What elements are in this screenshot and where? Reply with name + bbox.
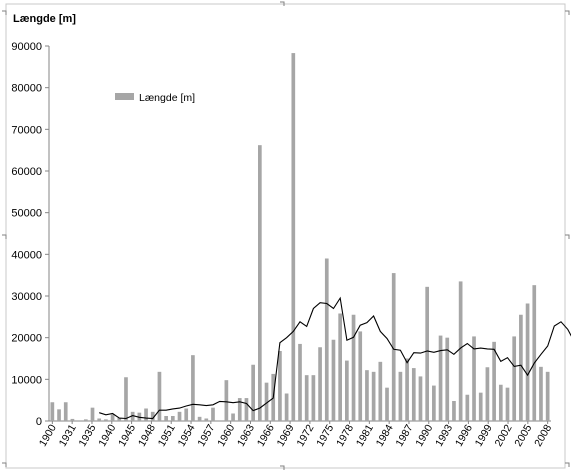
bar <box>358 331 363 421</box>
y-tick-label: 80000 <box>11 83 42 95</box>
bar <box>512 336 517 421</box>
bar <box>304 375 309 421</box>
bar <box>465 394 470 421</box>
y-axis: 0 10000 20000 30000 40000 50000 60000 70000 8000… <box>11 41 50 428</box>
bar <box>257 145 262 421</box>
bar <box>371 371 376 421</box>
bar <box>432 385 436 421</box>
bar <box>405 358 409 421</box>
bar <box>365 370 369 421</box>
y-tick-label: 70000 <box>11 124 42 136</box>
bar <box>378 361 383 421</box>
y-tick-label: 10000 <box>11 374 42 386</box>
bar <box>237 398 242 421</box>
bar <box>157 371 162 421</box>
bar <box>117 418 122 421</box>
bar <box>184 408 189 421</box>
bar <box>124 377 128 421</box>
bar <box>291 53 296 421</box>
bar <box>110 414 115 421</box>
bar <box>385 387 389 421</box>
bar <box>50 402 55 421</box>
y-tick-label: 40000 <box>11 249 42 261</box>
bar <box>211 407 215 421</box>
bar <box>164 416 168 421</box>
bar <box>505 387 510 421</box>
bar <box>331 339 336 421</box>
bar <box>472 336 476 421</box>
bar <box>452 401 456 421</box>
bar <box>197 416 202 421</box>
chart-border <box>5 3 566 469</box>
bar <box>298 343 302 421</box>
bar <box>97 418 102 421</box>
y-tick-label: 0 <box>36 416 42 428</box>
y-axis-title: Længde [m] <box>13 13 76 25</box>
bar <box>150 411 155 421</box>
bar <box>104 419 108 421</box>
bar <box>311 375 316 421</box>
bar <box>478 392 483 421</box>
bar <box>204 418 209 421</box>
bar <box>90 407 95 421</box>
bar <box>57 409 61 421</box>
legend-swatch <box>115 93 134 100</box>
bar <box>411 368 416 421</box>
legend: Længde [m] <box>115 92 195 104</box>
bar <box>244 398 249 421</box>
bar <box>425 286 430 421</box>
y-tick-label: 60000 <box>11 166 42 178</box>
y-tick-label: 20000 <box>11 333 42 345</box>
bar <box>324 258 329 421</box>
bar <box>177 411 182 421</box>
bar <box>398 371 403 421</box>
bar <box>438 335 443 421</box>
bar <box>532 285 537 421</box>
trend-line <box>99 296 571 420</box>
bar <box>224 380 229 421</box>
bar <box>345 360 349 421</box>
bar <box>539 366 543 421</box>
bar <box>485 367 490 421</box>
bar <box>458 281 463 421</box>
bar <box>338 313 343 421</box>
bar <box>83 419 88 421</box>
bar <box>351 314 356 421</box>
y-tick-label: 50000 <box>11 208 42 220</box>
bar <box>318 347 322 421</box>
bar <box>391 273 396 421</box>
bar <box>144 408 148 421</box>
bar <box>191 355 195 421</box>
bar <box>519 314 523 421</box>
bar <box>418 376 423 421</box>
bar <box>231 413 235 421</box>
legend-label: Længde [m] <box>139 92 195 104</box>
bar <box>492 341 496 421</box>
bar <box>498 384 503 421</box>
bar <box>170 416 175 421</box>
bar <box>545 371 550 421</box>
y-tick-label: 30000 <box>11 291 42 303</box>
bar <box>130 411 135 421</box>
y-tick-label: 90000 <box>11 41 42 53</box>
bar <box>278 351 282 421</box>
bar <box>284 393 289 421</box>
bar <box>264 382 269 421</box>
bar <box>70 418 75 421</box>
bar <box>445 337 450 421</box>
bar <box>525 303 530 421</box>
bar <box>63 402 68 421</box>
bar <box>251 364 255 421</box>
